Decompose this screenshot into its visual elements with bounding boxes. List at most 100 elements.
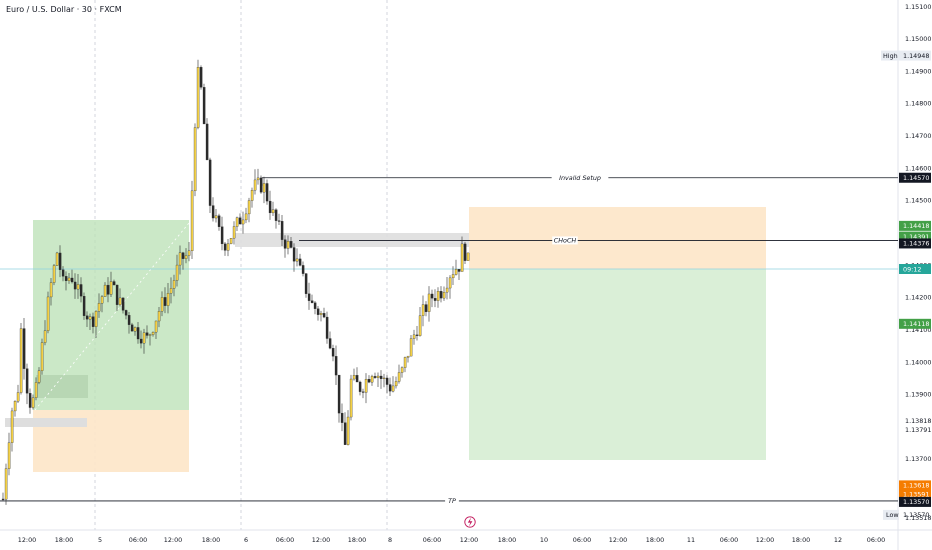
time-label: 12:00 xyxy=(312,536,330,544)
candle-body xyxy=(238,217,242,225)
candle xyxy=(310,294,314,304)
candle-body xyxy=(430,293,434,299)
candle-body xyxy=(82,296,86,316)
candle xyxy=(211,197,215,222)
candle-body xyxy=(112,281,116,286)
price-label: 1.14200 xyxy=(905,294,931,302)
time-label: 06:00 xyxy=(423,536,441,544)
candle-body xyxy=(217,215,221,227)
price-label: 1.13700 xyxy=(905,455,931,463)
time-label: 18:00 xyxy=(646,536,664,544)
candle xyxy=(4,463,8,505)
candle-body xyxy=(382,377,386,379)
candle-body xyxy=(16,392,20,402)
high-tag-value-bg xyxy=(899,50,931,61)
candle-body xyxy=(10,410,14,443)
candle-body xyxy=(40,342,44,371)
candle-body xyxy=(325,316,329,339)
candle-body xyxy=(205,123,209,161)
candle xyxy=(190,180,194,260)
candle-body xyxy=(145,332,149,336)
candle xyxy=(199,65,203,90)
choch-label: CHoCH xyxy=(554,237,577,245)
grey-block xyxy=(235,233,469,247)
candle-body xyxy=(1,498,5,500)
candle-body xyxy=(220,226,224,245)
candle-body xyxy=(427,293,431,312)
time-axis[interactable]: 12:00 18:00 5 06:00 12:00 18:00 6 06:00 12:00 18:… xyxy=(18,536,885,544)
candle xyxy=(394,376,398,389)
candle xyxy=(376,372,380,387)
candle-body xyxy=(121,297,125,311)
candle xyxy=(247,197,251,223)
candle xyxy=(445,276,449,300)
price-tag-value: 1.14391 xyxy=(903,233,929,241)
candle-body xyxy=(415,334,419,336)
candle-body xyxy=(376,375,380,378)
candle xyxy=(367,375,371,384)
time-label: 12:00 xyxy=(164,536,182,544)
candle xyxy=(136,322,140,344)
short-profit-zone xyxy=(469,269,766,460)
low-tag-label: Low xyxy=(886,511,899,519)
candle-body xyxy=(130,324,134,332)
candle xyxy=(214,208,218,223)
candle xyxy=(229,237,233,245)
price-label: 1.14100 xyxy=(905,326,931,334)
candle-body xyxy=(241,219,245,225)
candle-body xyxy=(142,332,146,344)
candle xyxy=(460,236,464,272)
candle-body xyxy=(157,311,161,322)
candle xyxy=(7,432,11,476)
candle xyxy=(85,311,89,327)
candle xyxy=(46,291,50,334)
candle-body xyxy=(253,179,257,191)
candle xyxy=(76,273,80,299)
candle xyxy=(373,372,377,379)
chart-title: Euro / U.S. Dollar · 30 · FXCM xyxy=(6,5,122,14)
candle-body xyxy=(352,375,356,380)
candle-body xyxy=(133,327,137,332)
candle xyxy=(103,282,107,297)
price-tag-value: 1.14118 xyxy=(903,320,929,328)
candle-body xyxy=(328,338,332,349)
candle xyxy=(298,253,302,267)
candle xyxy=(208,157,212,214)
candle-body xyxy=(466,252,470,261)
candle-body xyxy=(364,378,368,393)
price-label: 1.13518 xyxy=(905,514,931,522)
candle xyxy=(226,239,230,257)
price-label: 1.14700 xyxy=(905,132,931,140)
time-label: 11 xyxy=(687,536,695,544)
lightning-icon[interactable] xyxy=(464,516,476,528)
candle-body xyxy=(304,273,308,294)
time-label: 06:00 xyxy=(720,536,738,544)
candle xyxy=(181,251,185,270)
time-label: 18:00 xyxy=(792,536,810,544)
candle-body xyxy=(391,385,395,392)
candle-body xyxy=(460,243,464,272)
candle xyxy=(64,271,68,291)
candle-body xyxy=(88,316,92,320)
candle-body xyxy=(403,357,407,368)
candle xyxy=(412,329,416,345)
invalid-setup-label: Invalid Setup xyxy=(559,174,601,182)
candle xyxy=(70,269,74,284)
candle-body xyxy=(124,310,128,316)
time-label: 12:00 xyxy=(460,536,478,544)
candle-body xyxy=(463,243,467,261)
candle xyxy=(1,492,5,501)
candle xyxy=(322,307,326,319)
candle xyxy=(172,274,176,297)
candle xyxy=(193,123,197,197)
choch-label-bg xyxy=(552,236,578,245)
candle-body xyxy=(274,209,278,221)
candle-body xyxy=(277,220,281,222)
candle-body xyxy=(61,269,65,277)
candle xyxy=(196,59,200,130)
candle-body xyxy=(307,293,311,301)
candle-body xyxy=(94,311,98,327)
price-axis[interactable]: 1.15100 1.15000 1.14900 1.14800 1.14700 1.146… xyxy=(881,3,931,522)
